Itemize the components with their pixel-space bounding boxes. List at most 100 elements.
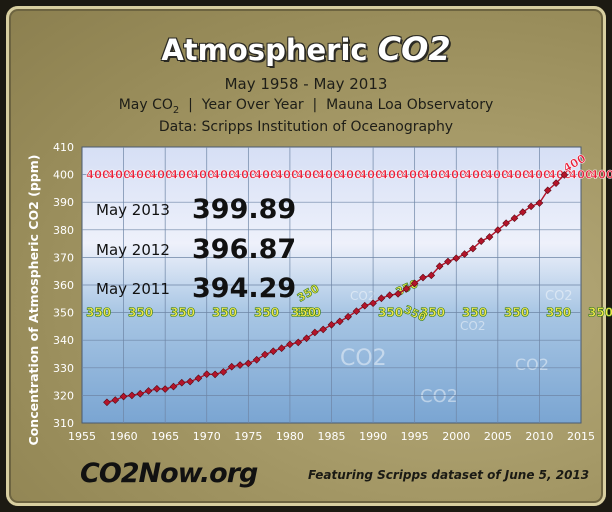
y-tick-label: 370 <box>53 251 74 264</box>
y-tick-label: 350 <box>53 307 74 320</box>
data-point <box>327 320 336 329</box>
band-400-label: 400 <box>527 168 551 182</box>
data-point <box>477 237 486 245</box>
data-point <box>344 312 352 321</box>
y-tick-label: 330 <box>53 362 74 375</box>
data-point <box>419 273 427 282</box>
data-point <box>335 317 344 326</box>
band-400-label: 400 <box>359 168 383 182</box>
watermark-text: CO2 <box>420 386 458 407</box>
data-point <box>261 350 269 359</box>
chart-title: Atmospheric CO2 <box>0 30 612 68</box>
band-400-label: 400 <box>548 168 572 182</box>
band-350-label: 350 <box>212 306 237 320</box>
band-400-label: 400 <box>212 168 236 182</box>
data-point <box>269 347 278 356</box>
x-tick-label: 1955 <box>68 430 96 443</box>
callout-value: 399.89 <box>192 194 296 225</box>
band-350-label: 350 <box>546 306 571 320</box>
data-point <box>111 396 120 404</box>
band-350-label: 350 <box>291 306 316 320</box>
data-point <box>435 262 444 271</box>
band-350-label: 350 <box>462 306 487 320</box>
band-350-label: 350 <box>86 306 111 320</box>
data-point <box>410 279 419 288</box>
data-point <box>202 370 211 378</box>
band-400-label: 400 <box>338 168 362 182</box>
title-text: Atmospheric <box>161 33 378 67</box>
band-350-label: 350 <box>504 306 529 320</box>
band-350-label: 350 <box>588 306 612 320</box>
y-axis-label: Concentration of Atmospheric CO2 (ppm) <box>26 155 41 446</box>
info-co: May CO <box>118 97 173 113</box>
data-point <box>394 290 402 298</box>
data-point <box>502 219 510 228</box>
band-400-label: 400 <box>149 168 173 182</box>
data-point <box>186 377 194 386</box>
y-tick-label: 380 <box>53 224 74 237</box>
y-tick-label: 400 <box>53 169 74 182</box>
callouts: May 2013 399.89 May 2012 396.87 May 2011 394.… <box>96 194 296 304</box>
data-point <box>552 179 560 187</box>
watermark-text: CO2 <box>515 355 549 374</box>
x-tick-label: 1990 <box>359 430 387 443</box>
data-series <box>103 171 569 407</box>
y-tick-label: 310 <box>53 417 74 430</box>
callout-value: 396.87 <box>192 234 296 265</box>
data-point <box>286 340 294 349</box>
x-tick-label: 2015 <box>567 430 595 443</box>
band-400-label: 400 <box>485 168 509 182</box>
data-point <box>535 199 544 207</box>
band-400-label: 400 <box>443 168 467 182</box>
watermark-text: CO2 <box>340 346 387 371</box>
data-point <box>452 254 461 263</box>
band-350-label: 350 <box>296 306 321 320</box>
band-350-label: 350 <box>170 306 195 320</box>
data-point <box>352 307 361 316</box>
data-point <box>294 338 303 347</box>
y-tick-label: 410 <box>53 141 74 154</box>
data-point <box>377 294 386 303</box>
band-400-label: 400 <box>233 168 257 182</box>
x-tick-label: 1995 <box>401 430 429 443</box>
data-point <box>161 385 169 393</box>
co2now-logo: CO2Now.org <box>80 458 258 489</box>
watermark-text: CO2 <box>545 289 573 304</box>
data-point <box>369 299 377 308</box>
data-point <box>153 384 161 393</box>
band-400-label: 400 <box>170 168 194 182</box>
data-point <box>128 391 136 400</box>
x-tick-label: 1975 <box>234 430 262 443</box>
x-tick-label: 1960 <box>110 430 138 443</box>
band-400-label: 400 <box>107 168 131 182</box>
y-tick-label: 360 <box>53 279 74 292</box>
source-subtitle: Data: Scripps Institution of Oceanograph… <box>158 119 454 135</box>
data-point <box>252 355 261 364</box>
data-point <box>444 257 452 266</box>
x-tick-label: 1985 <box>318 430 346 443</box>
data-point <box>219 368 228 376</box>
grid-lines <box>82 147 581 423</box>
data-point <box>427 271 436 280</box>
data-point <box>277 344 286 353</box>
band-400-label: 400 <box>296 168 320 182</box>
callout-label: May 2013 <box>96 201 170 219</box>
band-400-label: 400 <box>128 168 152 182</box>
data-point <box>103 398 111 407</box>
data-point <box>543 186 552 195</box>
info-subtitle: May CO2 | Year Over Year | Mauna Loa Obs… <box>0 97 612 116</box>
x-tick-label: 1980 <box>276 430 304 443</box>
data-point <box>227 362 236 371</box>
band-400-label: 400 <box>401 168 425 182</box>
band-400-label: 400 <box>86 168 110 182</box>
data-point <box>385 291 394 300</box>
band-350-label: 350 <box>378 306 403 320</box>
data-point <box>402 285 411 293</box>
data-point <box>236 361 244 369</box>
data-point <box>460 250 469 258</box>
info-sub: 2 <box>172 104 180 116</box>
data-point <box>311 328 319 337</box>
watermark-text: CO2 <box>350 289 375 303</box>
data-point <box>211 370 219 379</box>
